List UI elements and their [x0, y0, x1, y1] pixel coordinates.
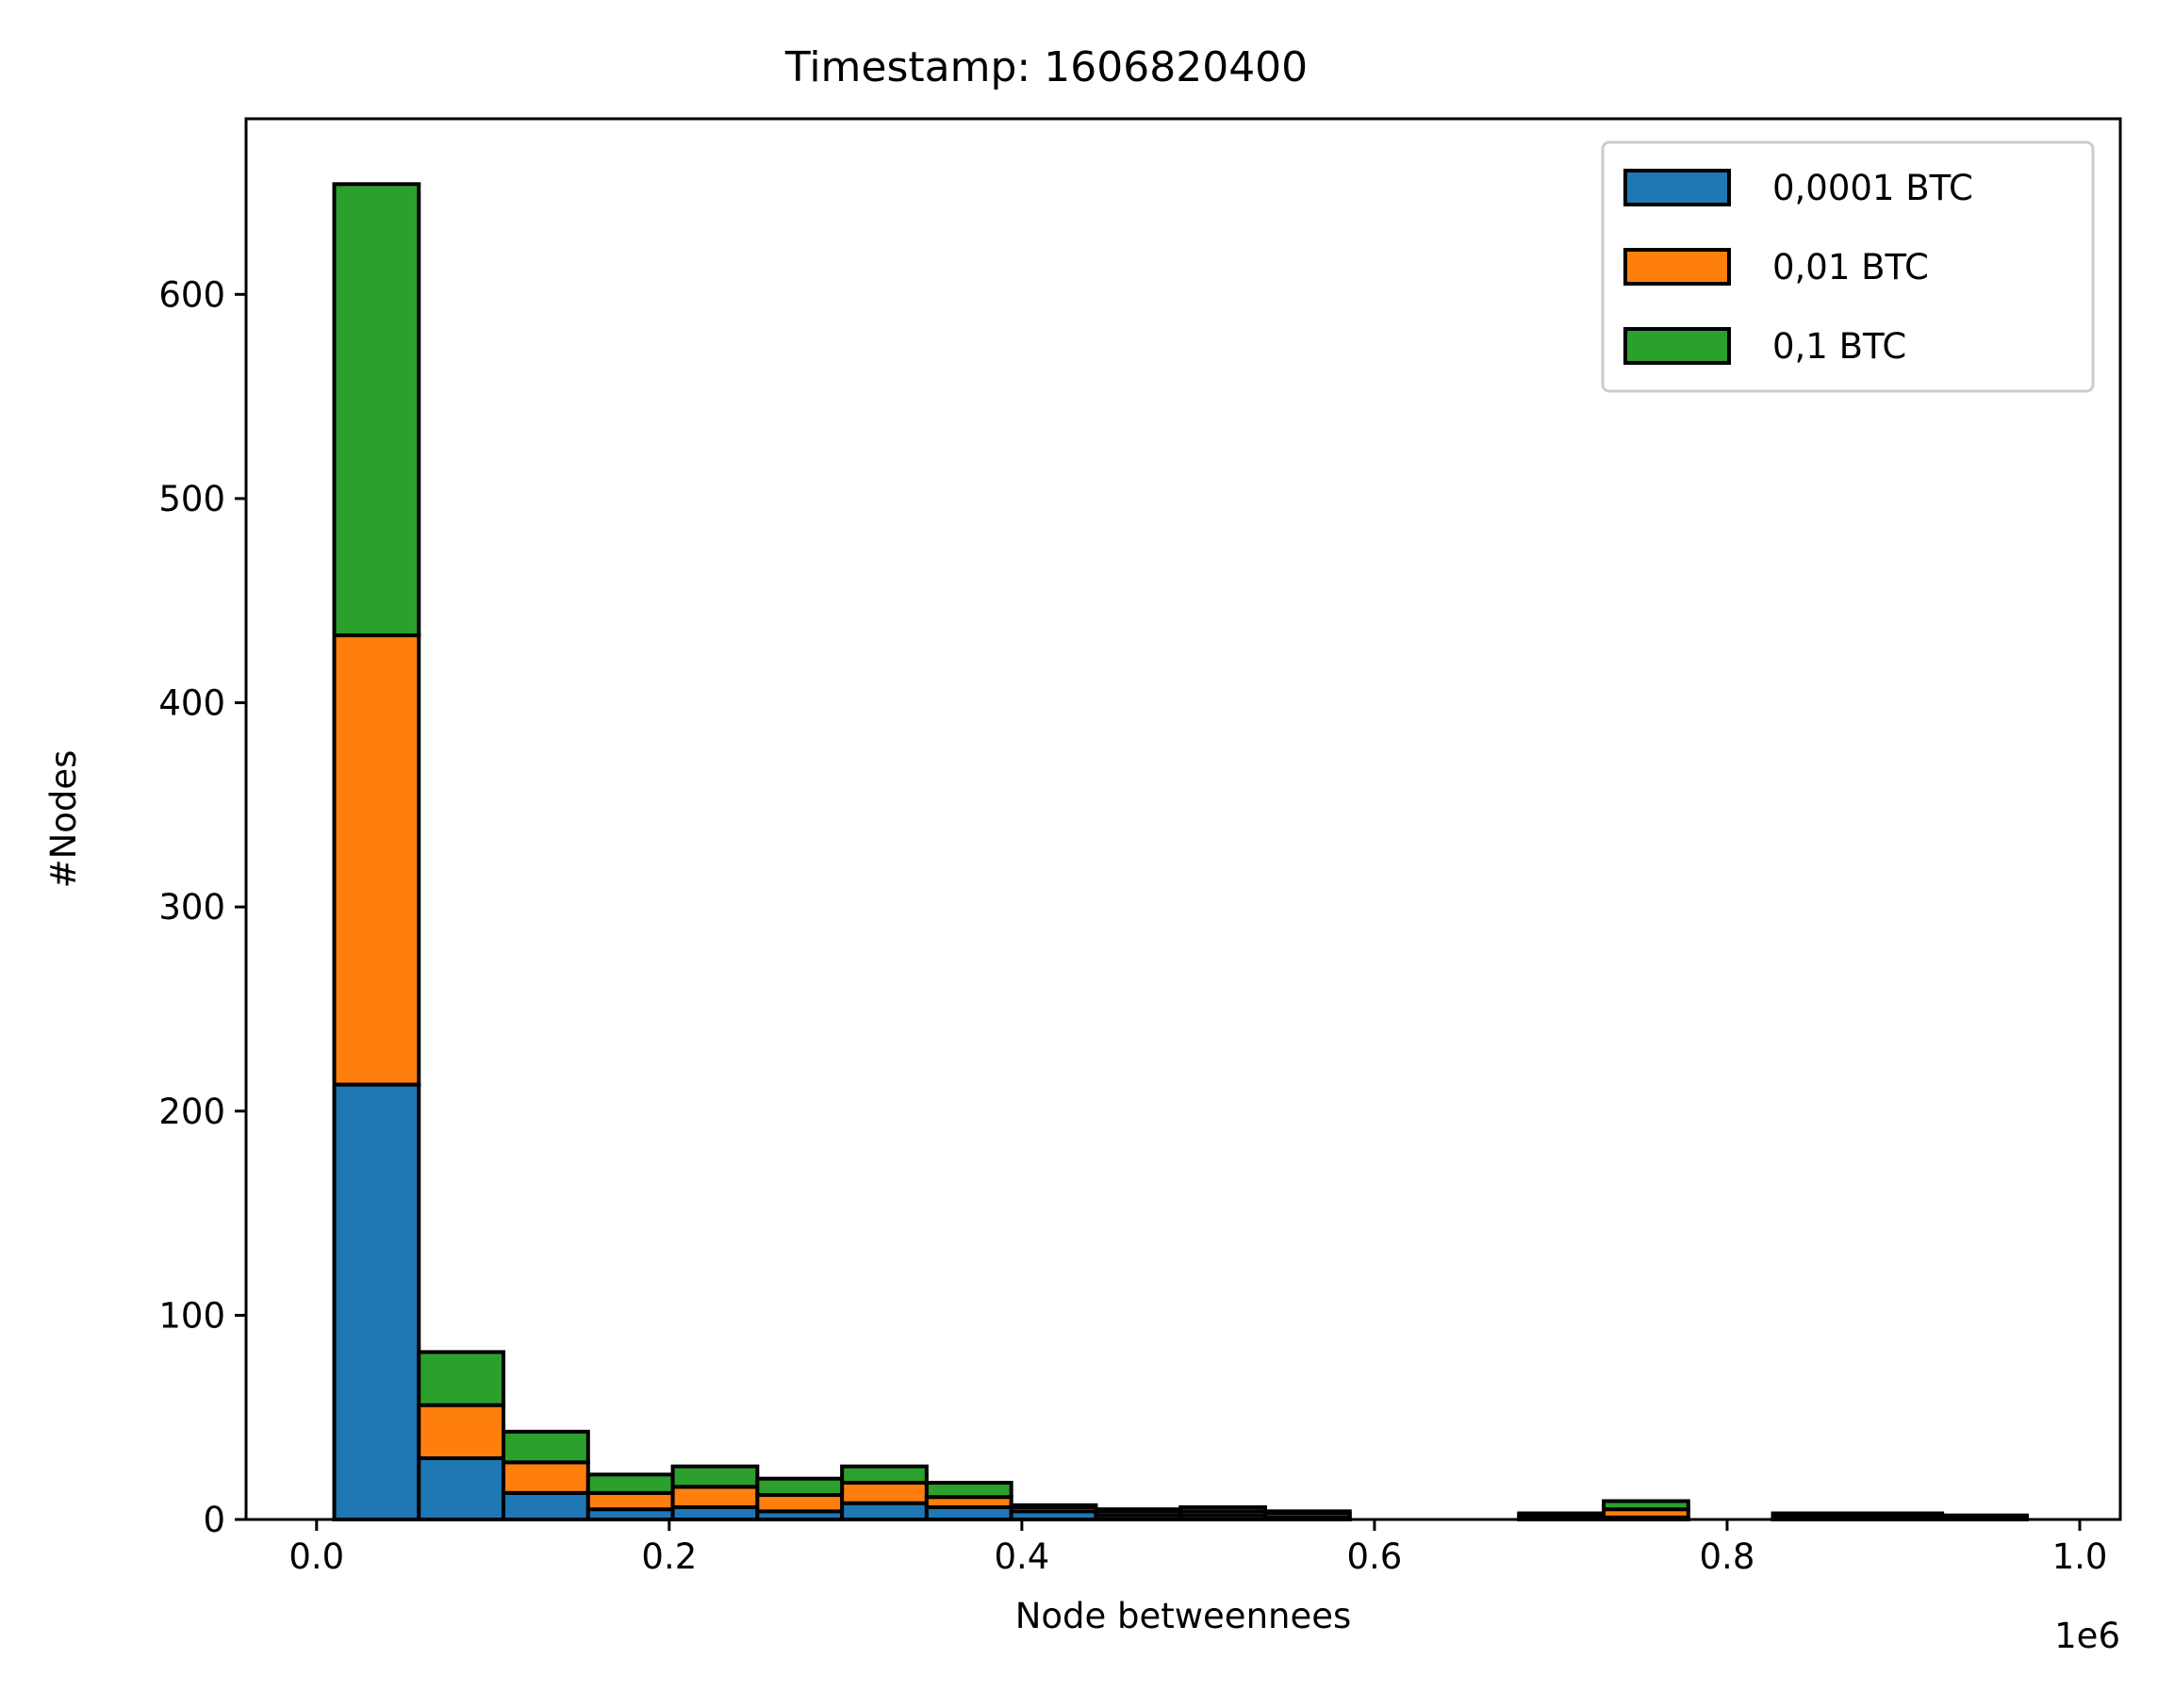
y-axis-label: #Nodes	[43, 750, 84, 889]
bar-series2-bin1	[417, 1350, 506, 1407]
x-tick-label: 0.4	[994, 1536, 1049, 1577]
bar-series0-bin6	[840, 1501, 929, 1521]
bar-series1-bin5	[755, 1493, 845, 1514]
x-axis-label: Node betweennees	[1015, 1596, 1352, 1636]
bar-series2-bin7	[924, 1481, 1013, 1500]
bar-series2-bin15	[1602, 1499, 1690, 1512]
bar-series0-bin1	[417, 1456, 506, 1521]
bar-series2-bin0	[332, 182, 421, 638]
bar-series0-bin0	[332, 1082, 421, 1522]
legend-label: 0,1 BTC	[1772, 326, 1906, 367]
bar-series2-bin8	[1009, 1503, 1098, 1510]
legend-swatch	[1623, 169, 1731, 206]
bar-series1-bin3	[585, 1490, 675, 1512]
legend: 0,0001 BTC 0,01 BTC 0,1 BTC	[1601, 140, 2095, 393]
legend-label: 0,0001 BTC	[1772, 168, 1973, 208]
plot-frame	[244, 117, 2122, 1521]
bar-series1-bin0	[332, 633, 421, 1087]
y-axis-ticks: 0 100 200 300 400 500 600	[158, 274, 246, 1540]
y-tick-label: 600	[158, 274, 225, 315]
bar-series1-bin2	[502, 1460, 590, 1495]
bar-series0-bin2	[502, 1490, 590, 1521]
y-tick-label: 400	[158, 683, 225, 724]
x-tick-label: 0.6	[1346, 1536, 1402, 1577]
bar-series2-bin14	[1517, 1511, 1606, 1518]
bar-series2-bin3	[585, 1472, 675, 1495]
x-tick-label: 1.0	[2052, 1536, 2108, 1577]
bar-series2-bin17	[1771, 1511, 1860, 1518]
y-tick-label: 500	[158, 479, 225, 519]
y-tick-label: 300	[158, 887, 225, 928]
bar-series2-bin18	[1855, 1511, 1945, 1518]
bar-series2-bin19	[1940, 1513, 2029, 1519]
bars-group	[332, 182, 2029, 1522]
bar-series2-bin5	[755, 1476, 845, 1498]
bar-series2-bin2	[502, 1429, 590, 1465]
bar-series2-bin9	[1094, 1507, 1183, 1514]
y-tick-label: 0	[203, 1500, 225, 1540]
x-axis-ticks: 0.0 0.2 0.4 0.6 0.8 1.0	[288, 1519, 2107, 1577]
bar-series1-bin6	[840, 1481, 929, 1505]
chart-title: Timestamp: 1606820400	[784, 43, 1308, 91]
y-tick-label: 200	[158, 1092, 225, 1132]
bar-series1-bin4	[670, 1485, 760, 1510]
y-tick-label: 100	[158, 1295, 225, 1336]
legend-swatch	[1623, 327, 1731, 365]
x-tick-label: 0.2	[641, 1536, 697, 1577]
bar-series2-bin11	[1262, 1509, 1352, 1516]
x-tick-label: 0.0	[288, 1536, 344, 1577]
bar-series2-bin4	[670, 1464, 760, 1489]
bar-series2-bin10	[1178, 1505, 1267, 1514]
x-tick-label: 0.8	[1700, 1536, 1755, 1577]
bar-series2-bin6	[840, 1464, 929, 1486]
bar-series1-bin1	[417, 1403, 506, 1461]
legend-swatch	[1623, 248, 1731, 286]
x-axis-offset-text: 1e6	[2054, 1616, 2120, 1656]
legend-label: 0,01 BTC	[1772, 247, 1929, 287]
